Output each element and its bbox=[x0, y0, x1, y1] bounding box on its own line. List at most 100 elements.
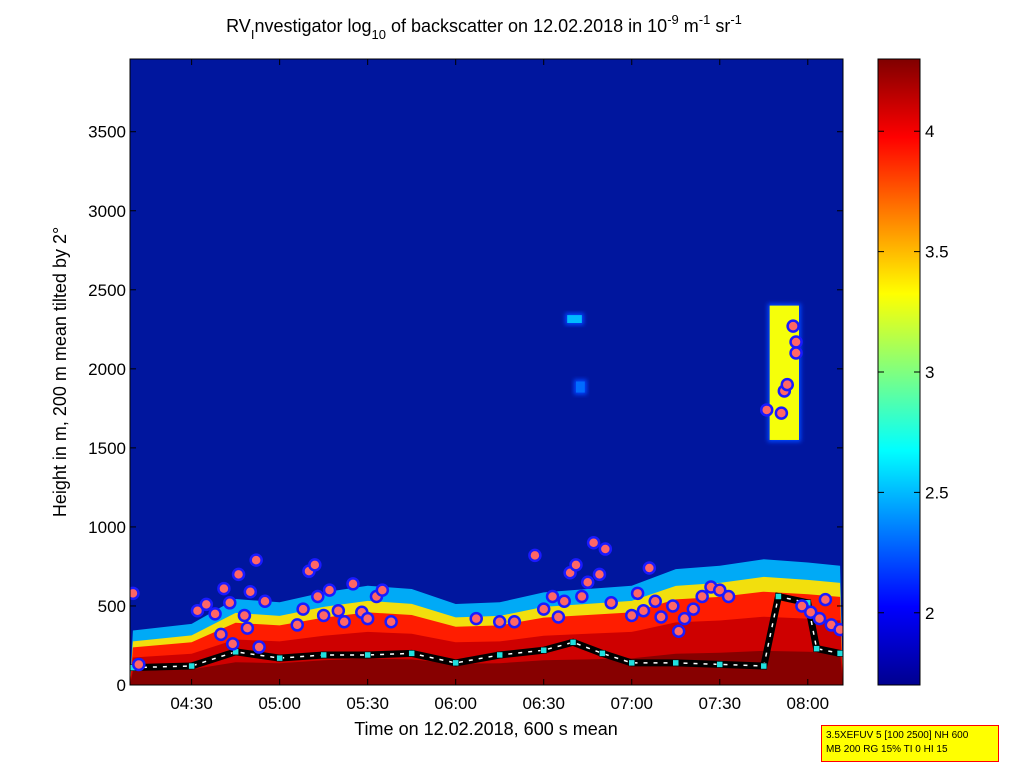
layer-marker bbox=[557, 594, 572, 608]
cloud-base-marker bbox=[320, 651, 327, 659]
info-box: 3.5XEFUV 5 [100 2500] NH 600 MB 200 RG 1… bbox=[821, 725, 999, 762]
cloud-base-marker bbox=[496, 651, 503, 659]
y-tick-label: 3500 bbox=[88, 123, 126, 142]
x-tick-label: 06:00 bbox=[434, 694, 477, 713]
x-axis-label: Time on 12.02.2018, 600 s mean bbox=[354, 719, 618, 739]
layer-marker bbox=[492, 615, 507, 629]
cloud-base-marker bbox=[672, 659, 680, 667]
cloud-base-highlight bbox=[132, 595, 841, 669]
layer-marker bbox=[795, 599, 809, 613]
layer-marker bbox=[695, 589, 709, 604]
layer-marker bbox=[636, 603, 651, 618]
layer-marker bbox=[654, 610, 668, 624]
layer-marker bbox=[575, 589, 589, 604]
layer-marker bbox=[316, 608, 331, 623]
layer-marker bbox=[252, 640, 266, 654]
layer-marker bbox=[346, 577, 360, 591]
y-tick-label: 500 bbox=[98, 597, 126, 616]
layer-marker bbox=[130, 586, 140, 601]
layer-marker bbox=[360, 611, 375, 626]
layer-marker bbox=[322, 583, 337, 597]
y-tick-label: 2500 bbox=[88, 281, 126, 300]
x-tick-label: 06:30 bbox=[522, 694, 565, 713]
y-tick-label: 1000 bbox=[88, 518, 126, 537]
layer-marker bbox=[803, 605, 818, 620]
layer-marker bbox=[258, 594, 272, 608]
cloud-base-marker bbox=[569, 639, 577, 646]
layer-marker bbox=[789, 335, 803, 349]
cloud-base-marker bbox=[599, 650, 606, 657]
layer-marker bbox=[469, 611, 483, 626]
colorbar-tick-label: 3.5 bbox=[925, 243, 949, 262]
layer-marker bbox=[630, 586, 645, 601]
layer-marker bbox=[331, 603, 346, 618]
layer-marker bbox=[713, 583, 727, 597]
layer-marker bbox=[598, 542, 613, 556]
x-tick-label: 05:30 bbox=[346, 694, 389, 713]
layer-marker bbox=[666, 599, 680, 613]
x-axis: 04:30 05:00 05:30 06:00 06:30 07:00 07:30 08:00 bbox=[170, 59, 829, 713]
cloud-base-marker bbox=[836, 650, 843, 657]
cloud-base-marker bbox=[813, 645, 820, 652]
layer-marker bbox=[786, 319, 800, 333]
layer-markers bbox=[130, 319, 843, 672]
x-tick-label: 07:30 bbox=[698, 694, 741, 713]
layer-marker bbox=[833, 622, 843, 637]
layer-marker bbox=[132, 657, 146, 672]
layer-marker bbox=[580, 575, 595, 589]
upper-cloud bbox=[575, 381, 585, 393]
layer-marker bbox=[759, 403, 774, 417]
layer-marker bbox=[190, 603, 205, 618]
y-tick-label: 3000 bbox=[88, 202, 126, 221]
layer-marker bbox=[507, 615, 522, 629]
colorbar-tick-label: 2.5 bbox=[925, 483, 949, 502]
layer-marker bbox=[604, 596, 618, 610]
y-tick-label: 0 bbox=[117, 676, 126, 695]
colorbar-tick-label: 4 bbox=[925, 122, 934, 141]
layer-marker bbox=[528, 548, 542, 563]
layer-marker bbox=[677, 611, 692, 626]
layer-marker bbox=[648, 594, 662, 608]
layer-marker bbox=[671, 624, 686, 639]
colorbar: 2 2.5 3 3.5 4 bbox=[877, 58, 949, 686]
cloud-base-marker bbox=[364, 651, 371, 659]
layer-marker bbox=[592, 567, 607, 582]
layer-marker bbox=[223, 596, 237, 610]
x-tick-label: 04:30 bbox=[170, 694, 213, 713]
layer-marker bbox=[249, 553, 263, 567]
layer-marker bbox=[296, 602, 310, 616]
x-tick-label: 07:00 bbox=[610, 694, 653, 713]
cloud-base-marker bbox=[628, 659, 635, 667]
layer-marker bbox=[208, 607, 222, 621]
layer-marker bbox=[586, 535, 601, 550]
chart-title: RVInvestigator log10 of backscatter on 1… bbox=[226, 12, 742, 42]
layer-marker bbox=[780, 377, 795, 392]
layer-marker bbox=[384, 615, 398, 629]
y-tick-label: 2000 bbox=[88, 360, 126, 379]
layer-marker bbox=[721, 589, 736, 604]
layer-marker bbox=[217, 581, 231, 596]
cloud-base-marker bbox=[188, 662, 195, 670]
plot-area bbox=[129, 58, 844, 686]
layer-marker bbox=[225, 637, 240, 651]
cloud-base-marker bbox=[540, 646, 547, 654]
upper-cloud bbox=[567, 315, 582, 323]
layer-marker bbox=[290, 618, 304, 632]
layer-marker bbox=[308, 558, 322, 572]
layer-marker bbox=[243, 584, 258, 599]
cloud-base-marker bbox=[452, 659, 459, 667]
x-tick-label: 08:00 bbox=[787, 694, 830, 713]
y-axis-label: Height in m, 200 m mean tilted by 2° bbox=[50, 227, 70, 517]
cloud-base-marker bbox=[760, 662, 768, 670]
colorbar-gradient bbox=[877, 58, 921, 686]
layer-marker bbox=[642, 561, 657, 575]
layer-marker bbox=[818, 592, 833, 607]
layer-marker bbox=[237, 608, 252, 623]
layer-marker bbox=[311, 589, 325, 604]
layer-marker bbox=[214, 627, 228, 642]
cloud-base-marker bbox=[276, 654, 283, 662]
layer-marker bbox=[545, 589, 560, 604]
layer-marker bbox=[199, 597, 214, 612]
colorbar-ticks: 2 2.5 3 3.5 4 bbox=[878, 122, 949, 623]
